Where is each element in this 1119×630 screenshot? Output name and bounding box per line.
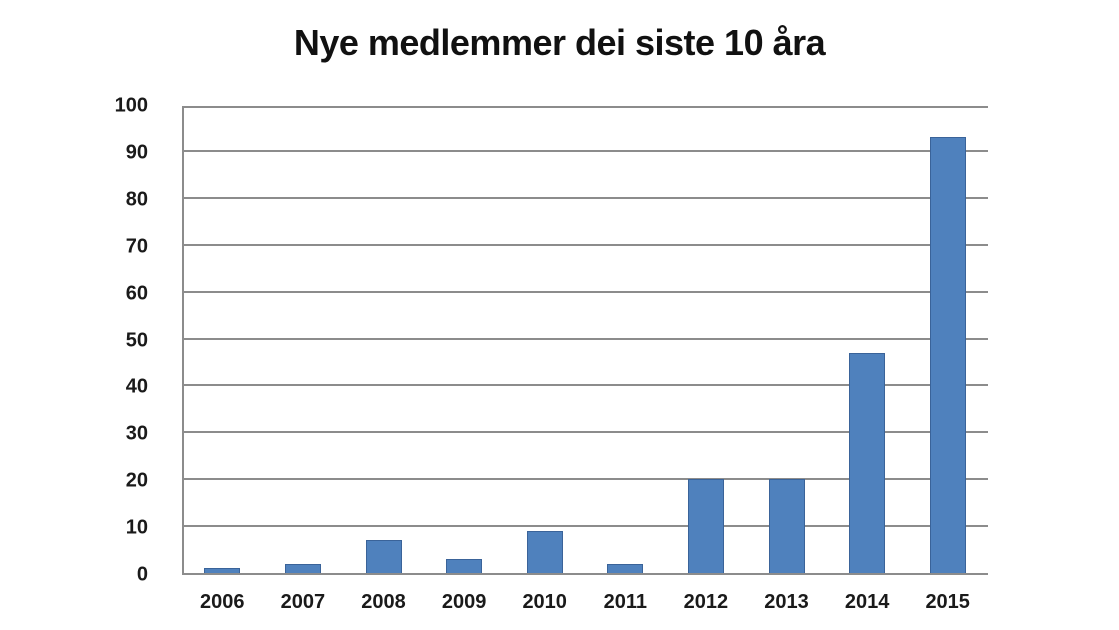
gridline-20 <box>184 478 988 481</box>
gridline-70 <box>184 243 988 246</box>
y-tick-label-100: 100 <box>114 94 148 117</box>
plot-area <box>182 106 988 575</box>
bar-2008 <box>365 540 402 573</box>
bar-2014 <box>849 352 886 573</box>
bar-2009 <box>446 558 483 573</box>
y-tick-label-90: 90 <box>125 141 148 164</box>
bar-2015 <box>929 136 966 573</box>
y-tick-label-0: 0 <box>136 563 148 586</box>
gridline-30 <box>184 431 988 434</box>
bar-2011 <box>607 563 644 573</box>
y-tick-label-60: 60 <box>125 282 148 305</box>
y-tick-label-80: 80 <box>125 188 148 211</box>
bar-2013 <box>768 479 805 573</box>
x-tick-label-2010: 2010 <box>522 591 567 613</box>
x-tick-label-2007: 2007 <box>280 591 326 613</box>
x-tick-label-2012: 2012 <box>683 591 729 613</box>
x-tick-label-2013: 2013 <box>764 591 809 613</box>
gridline-40 <box>184 384 988 387</box>
y-tick-label-40: 40 <box>125 375 148 398</box>
x-tick-label-2014: 2014 <box>844 591 890 613</box>
gridline-10 <box>184 525 988 528</box>
gridline-90 <box>184 149 988 152</box>
x-tick-label-2006: 2006 <box>200 591 245 613</box>
x-tick-label-2015: 2015 <box>925 591 970 613</box>
y-tick-label-20: 20 <box>125 469 148 492</box>
x-axis-labels: 2006 2007 2008 2009 2010 2011 2012 2013 2014 2015 <box>182 591 988 621</box>
gridline-60 <box>184 290 988 293</box>
y-tick-label-10: 10 <box>125 516 148 539</box>
y-tick-label-30: 30 <box>125 422 148 445</box>
y-tick-label-70: 70 <box>125 235 148 258</box>
gridline-80 <box>184 196 988 199</box>
y-axis-labels: 0 10 20 30 40 50 60 70 80 90 100 <box>0 0 166 630</box>
y-tick-label-50: 50 <box>125 329 148 351</box>
x-tick-label-2011: 2011 <box>603 591 647 613</box>
x-tick-label-2009: 2009 <box>441 591 487 613</box>
gridline-50 <box>184 337 988 340</box>
bar-2006 <box>204 568 241 573</box>
x-tick-label-2008: 2008 <box>361 591 406 613</box>
chart-title: Nye medlemmer dei siste 10 åra <box>293 22 826 63</box>
bar-2012 <box>687 479 724 573</box>
bar-2010 <box>526 530 563 573</box>
bar-2007 <box>284 563 321 573</box>
